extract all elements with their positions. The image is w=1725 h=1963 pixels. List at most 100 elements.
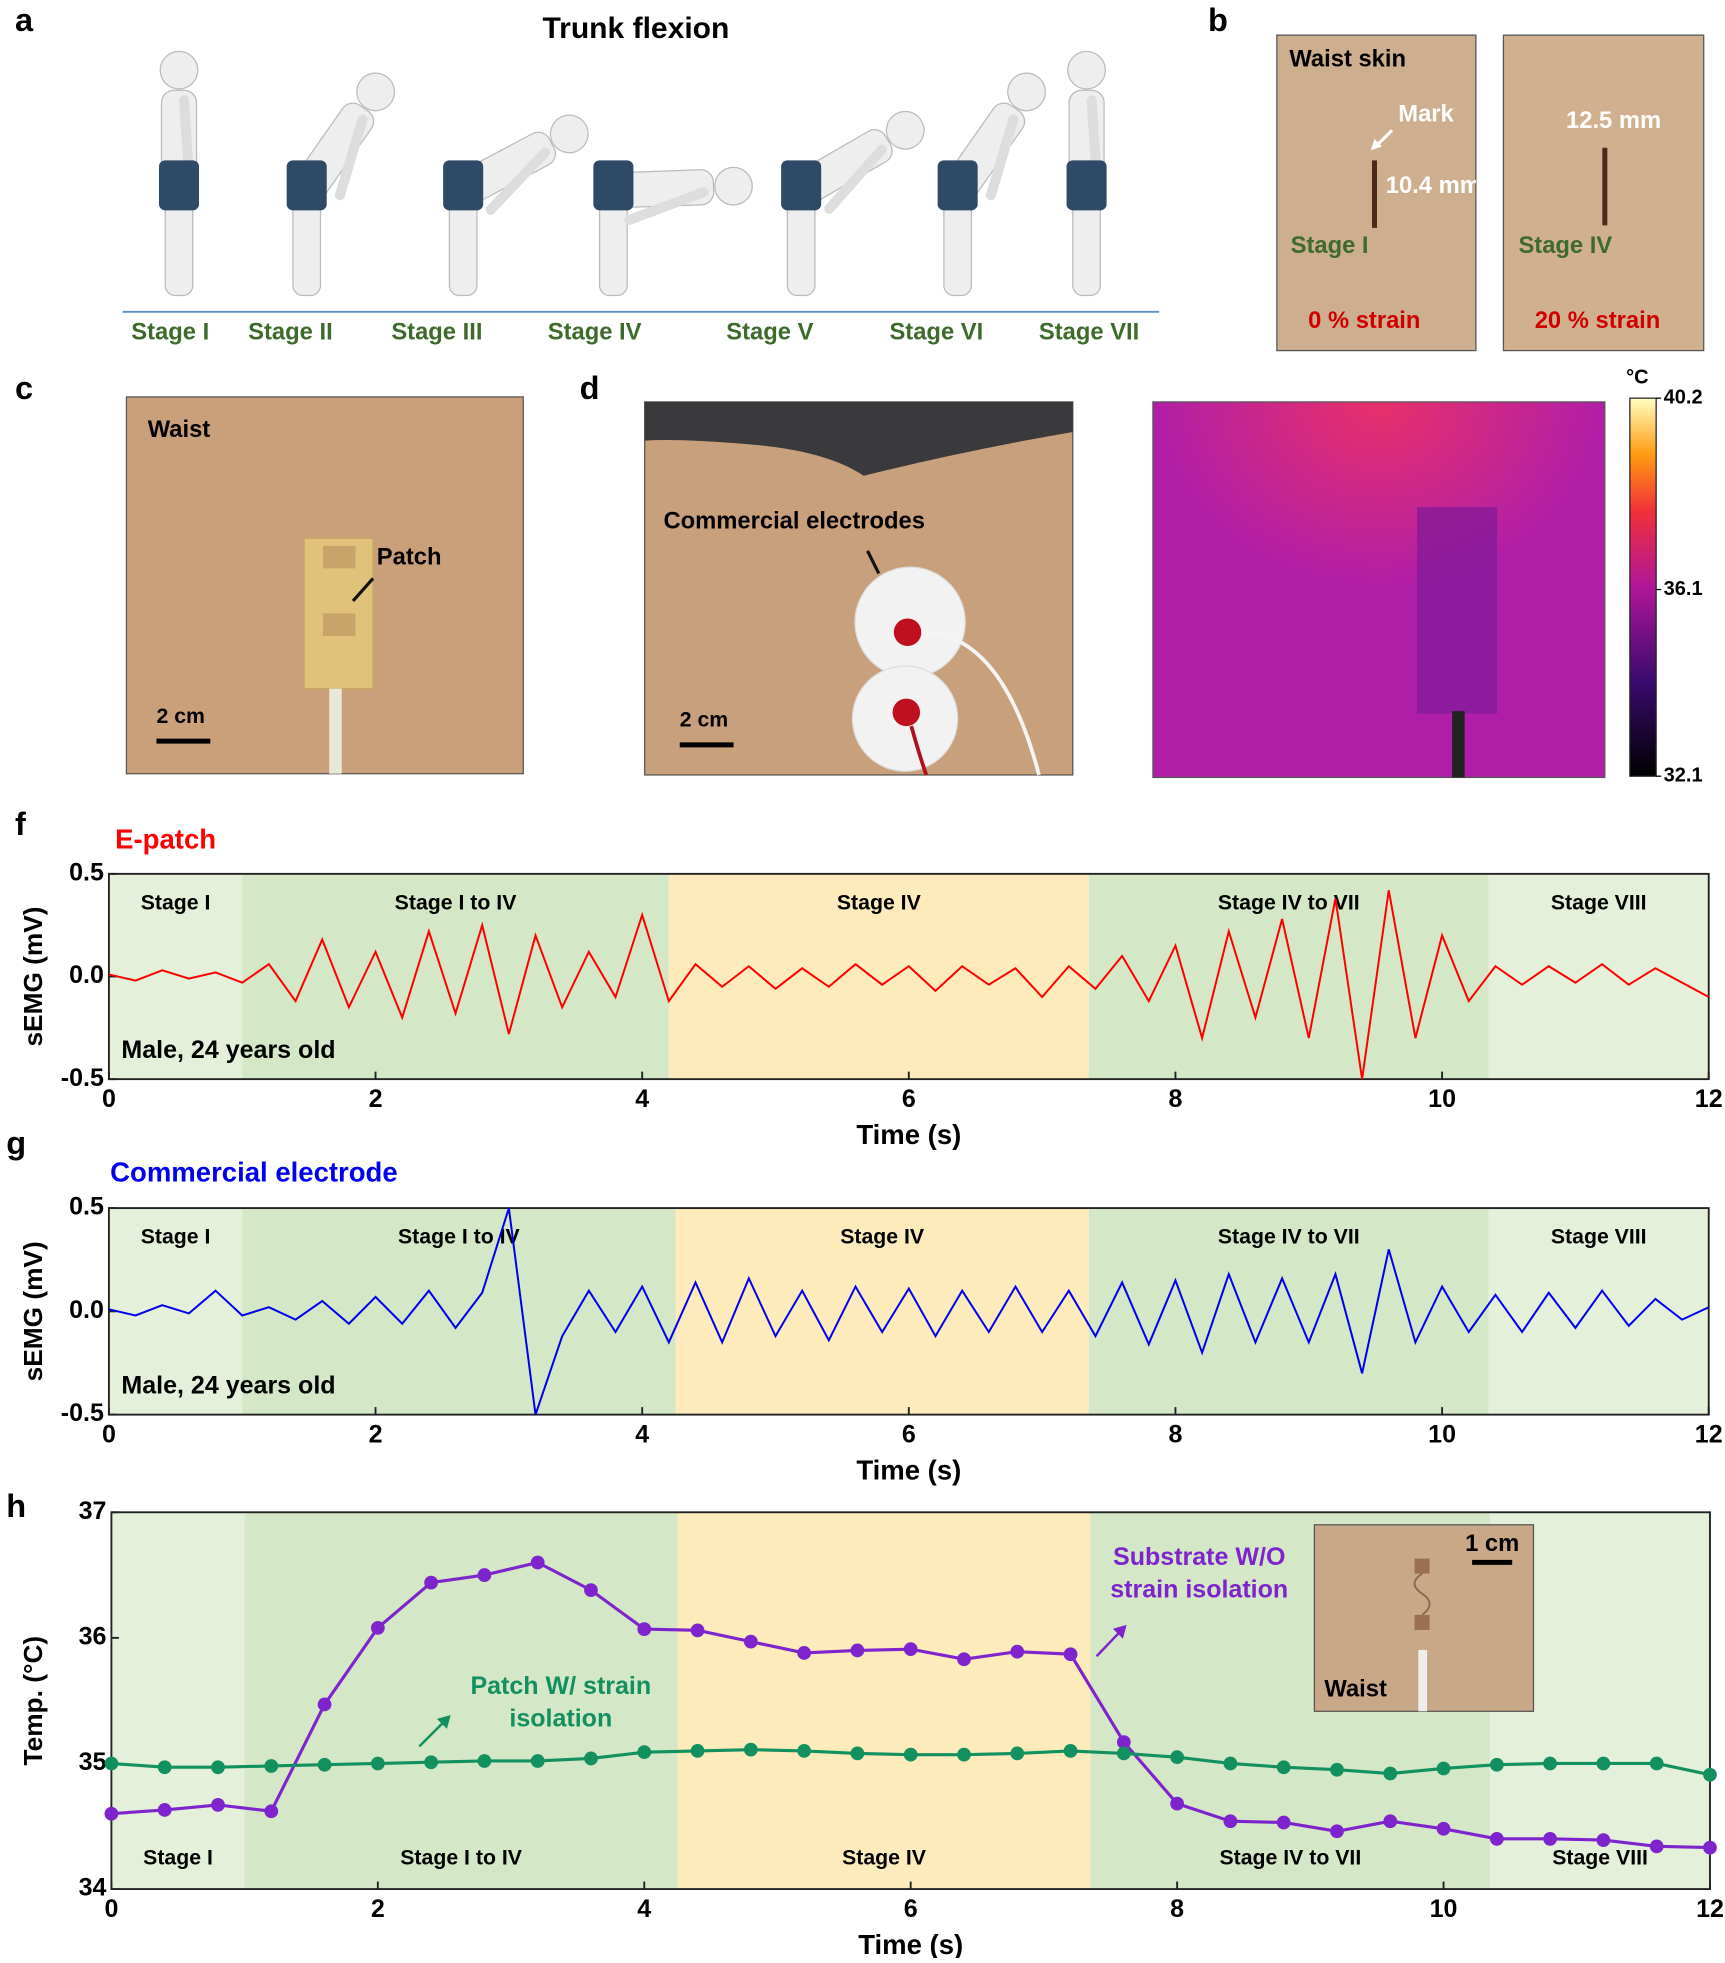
x-tick-label: 4 (635, 1421, 649, 1449)
panel-label: f (15, 806, 26, 842)
head (885, 110, 925, 150)
arm (624, 187, 709, 225)
series-annotation: Substrate W/O (1113, 1543, 1285, 1571)
marker (1276, 1760, 1291, 1775)
region-label: Stage I (141, 891, 211, 915)
marker (104, 1756, 119, 1771)
charts: f Stage I Stage I to IV Stage IV Stage IV to… (6, 806, 1724, 1960)
shorts (1066, 160, 1107, 211)
shorts (443, 160, 484, 211)
site-label: Waist (148, 416, 211, 443)
marker (211, 1798, 225, 1812)
marker (1649, 1756, 1664, 1771)
chart: f Stage I Stage I to IV Stage IV Stage IV to… (15, 806, 1723, 1150)
head (549, 114, 589, 154)
marker (1436, 1761, 1451, 1776)
y-axis-label: sEMG (mV) (18, 906, 48, 1046)
x-tick-label: 12 (1696, 1895, 1724, 1923)
arrow-head (1370, 139, 1383, 151)
y-axis-label: sEMG (mV) (18, 1241, 48, 1381)
annotation: Male, 24 years old (121, 1036, 335, 1064)
stage-label: Stage VI (889, 318, 983, 345)
marker (1170, 1750, 1185, 1765)
arrow (351, 577, 375, 602)
colorbar (1629, 397, 1657, 777)
y-tick-label: 36 (79, 1622, 107, 1650)
series-line (108, 890, 1709, 1080)
series-line (108, 1208, 1709, 1415)
x-axis-label: Time (s) (856, 1454, 961, 1485)
x-tick-label: 0 (102, 1421, 116, 1449)
marker (1436, 1821, 1451, 1836)
legend-entry: E-patch (115, 824, 216, 855)
marker (157, 1760, 172, 1775)
marker (584, 1751, 598, 1766)
x-tick-label: 8 (1170, 1895, 1184, 1923)
electrode (322, 613, 356, 637)
figures: Stage I Stage II Stage III Stage IV Stage V S… (131, 50, 1139, 345)
marker (1330, 1762, 1344, 1777)
x-tick-label: 2 (369, 1085, 383, 1113)
marker (530, 1754, 545, 1768)
panel-label: a (15, 2, 34, 38)
region-label: Stage IV to VII (1219, 1846, 1361, 1870)
stage-label: Stage III (391, 318, 482, 345)
region-label: Stage VIII (1551, 891, 1647, 915)
marker (1010, 1644, 1025, 1659)
marker (1596, 1756, 1611, 1771)
marker (1543, 1756, 1558, 1771)
stage-label: Stage VII (1039, 318, 1139, 345)
marker (264, 1804, 279, 1819)
x-tick-label: 12 (1695, 1421, 1723, 1449)
marker (1596, 1833, 1611, 1847)
photo-title: Waist skin (1289, 45, 1406, 72)
thermal-image (1152, 401, 1606, 779)
y-tick-label: 0.5 (69, 858, 104, 886)
x-tick-label: 8 (1168, 1421, 1182, 1449)
head (714, 166, 753, 206)
region-label: Stage I to IV (395, 891, 518, 915)
shorts (158, 160, 200, 211)
thermal-cable (1452, 711, 1465, 778)
marker (317, 1697, 332, 1712)
region-label: Stage IV to VII (1218, 891, 1360, 915)
marker (690, 1744, 705, 1758)
marker (797, 1646, 812, 1660)
head (356, 72, 396, 112)
y-tick-label: 35 (79, 1748, 107, 1776)
marker (637, 1622, 652, 1636)
marker (743, 1634, 758, 1649)
annotation-arrow-head (436, 1715, 451, 1729)
annotation: Male, 24 years old (121, 1372, 335, 1400)
x-tick-label: 6 (902, 1421, 916, 1449)
region (675, 1208, 1089, 1415)
panel-title: Trunk flexion (542, 12, 729, 45)
marker (1649, 1839, 1664, 1854)
inset-patch (1414, 1614, 1430, 1630)
marker (530, 1555, 545, 1570)
chart: h Stage I Stage I to IV Stage IV Stage IV to… (6, 1488, 1724, 1960)
torso (610, 166, 753, 225)
region-label: Stage I to IV (400, 1846, 523, 1870)
y-tick-label: -0.5 (61, 1064, 104, 1092)
marker (1330, 1824, 1344, 1839)
marker (1170, 1796, 1185, 1811)
x-axis-label: Time (s) (858, 1929, 963, 1958)
marker (1489, 1831, 1504, 1846)
marker (1703, 1840, 1717, 1855)
shorts (286, 160, 327, 211)
region (677, 1512, 1091, 1890)
callout: Commercial electrodes (663, 507, 925, 534)
colorbar-unit: °C (1626, 366, 1648, 388)
region-label: Stage IV to VII (1218, 1225, 1360, 1249)
y-tick-label: 0.0 (69, 961, 104, 989)
marker (1223, 1814, 1238, 1829)
region-label: Stage VIII (1551, 1225, 1647, 1249)
cable (329, 688, 342, 774)
x-tick-label: 6 (902, 1085, 916, 1113)
region (108, 1208, 243, 1415)
electrode (322, 545, 356, 569)
marker (1383, 1814, 1398, 1829)
